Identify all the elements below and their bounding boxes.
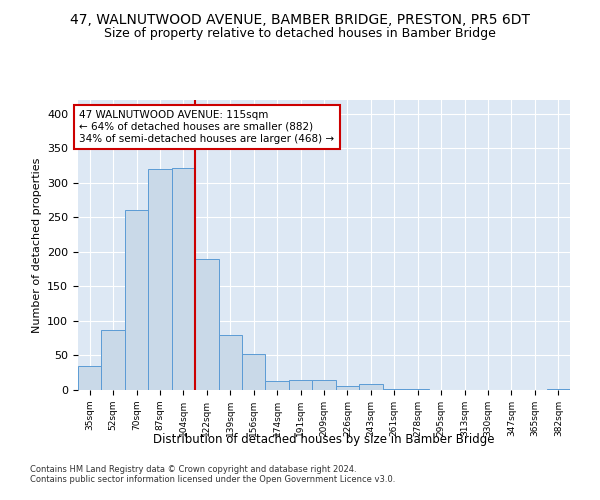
Bar [312,380,336,390]
Bar [336,386,359,390]
Bar [242,354,265,390]
Text: 47, WALNUTWOOD AVENUE, BAMBER BRIDGE, PRESTON, PR5 6DT: 47, WALNUTWOOD AVENUE, BAMBER BRIDGE, PR… [70,12,530,26]
Bar [265,381,289,390]
Y-axis label: Number of detached properties: Number of detached properties [32,158,41,332]
Bar [172,168,195,390]
Bar [383,388,406,390]
Text: 47 WALNUTWOOD AVENUE: 115sqm
← 64% of detached houses are smaller (882)
34% of s: 47 WALNUTWOOD AVENUE: 115sqm ← 64% of de… [79,110,334,144]
Bar [195,259,218,390]
Bar [78,366,101,390]
Text: Contains public sector information licensed under the Open Government Licence v3: Contains public sector information licen… [30,476,395,484]
Bar [125,210,148,390]
Bar [148,169,172,390]
Bar [218,335,242,390]
Text: Distribution of detached houses by size in Bamber Bridge: Distribution of detached houses by size … [153,432,495,446]
Bar [101,330,125,390]
Bar [547,388,570,390]
Bar [289,380,312,390]
Bar [359,384,383,390]
Text: Contains HM Land Registry data © Crown copyright and database right 2024.: Contains HM Land Registry data © Crown c… [30,466,356,474]
Text: Size of property relative to detached houses in Bamber Bridge: Size of property relative to detached ho… [104,28,496,40]
